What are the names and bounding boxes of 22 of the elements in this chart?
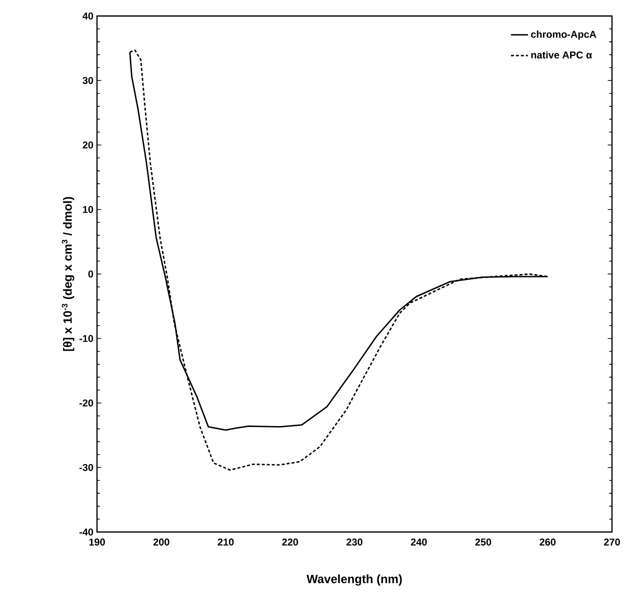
- x-tick-label: 220: [282, 538, 298, 546]
- y-tick-label: 0: [88, 270, 94, 278]
- x-tick-label: 250: [475, 538, 492, 546]
- legend-label: native APC α: [531, 51, 592, 59]
- x-axis-title: Wavelength (nm): [306, 574, 402, 586]
- x-tick-label: 190: [89, 538, 105, 546]
- y-tick-label: -20: [79, 399, 94, 407]
- y-tick-label: -40: [79, 528, 94, 536]
- x-tick-label: 270: [604, 538, 620, 546]
- x-tick-label: 260: [540, 538, 556, 546]
- y-tick-label: -30: [79, 464, 94, 472]
- x-tick-label: 240: [410, 538, 427, 546]
- y-tick-label: 40: [82, 12, 94, 20]
- x-tick-label: 230: [346, 538, 362, 546]
- y-tick-label: 10: [83, 206, 94, 214]
- y-tick-label: 20: [82, 141, 94, 149]
- legend-label: chromo-ApcA: [531, 30, 596, 40]
- x-tick-label: 210: [218, 538, 234, 546]
- x-tick-label: 200: [153, 538, 170, 546]
- y-tick-label: -10: [79, 334, 94, 342]
- y-tick-label: 30: [82, 76, 94, 84]
- y-axis-title: [θ] x 10$^{-3}$ (deg x cm$^{3}$ / dmol): [62, 197, 74, 351]
